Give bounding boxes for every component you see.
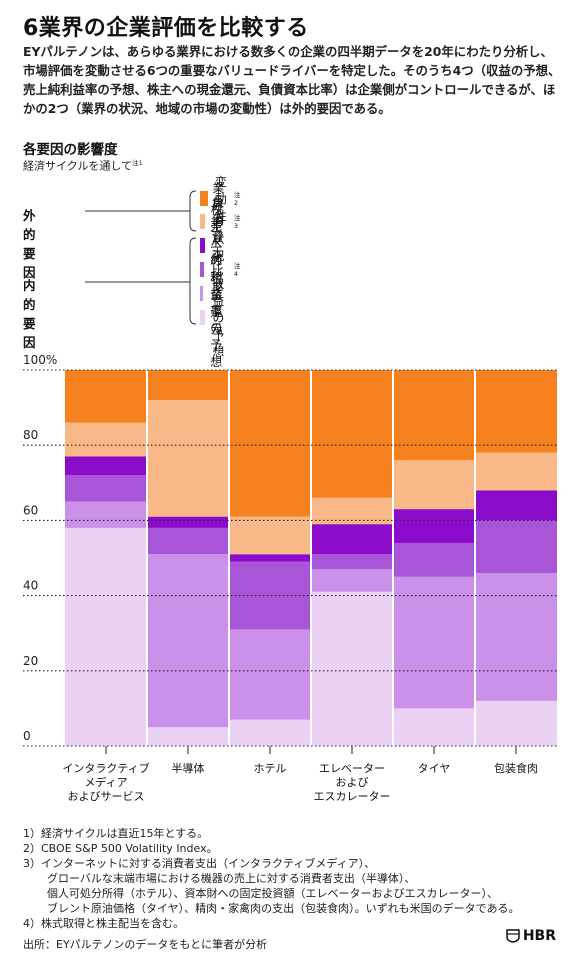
bar-segment — [147, 370, 229, 401]
bar-segment — [311, 497, 393, 525]
bar-segment — [229, 370, 311, 517]
x-tick-label: エスカレーター — [314, 790, 391, 803]
footnote: 2）CBOE S&P 500 Volatility Index。 — [23, 842, 218, 855]
source-note: 出所：EYパルテノンのデータをもとに筆者が分析 — [23, 938, 268, 951]
footnotes: 1）経済サイクルは直近15年とする。 2）CBOE S&P 500 Volati… — [23, 826, 543, 931]
bar-segment — [229, 561, 311, 630]
bar-segment — [311, 524, 393, 555]
x-tick-label: タイヤ — [418, 762, 451, 775]
bar-segment — [65, 501, 147, 528]
footnote: グローバルな末端市場における機器の売上に対する消費者支出（半導体）、 — [47, 872, 416, 885]
legend-note-mark: 注2 — [233, 191, 241, 207]
stacked-bar-chart: 0 20 40 60 80 100% インタラクティブ メディア およびサービス 半導体 ホテル エレ… — [0, 340, 580, 824]
legend-label: 変動性 — [214, 174, 227, 223]
legend-label: 負債資本比率 — [211, 196, 224, 295]
x-tick-label: エレベーター — [319, 762, 385, 775]
legend-swatch — [200, 285, 204, 301]
page-title: 6業界の企業評価を比較する — [23, 16, 309, 41]
footnote: 4）株式取得と株主配当を含む。 — [23, 917, 184, 930]
bar-segment — [147, 516, 229, 528]
x-tick-label: および — [336, 776, 369, 789]
bar-segment — [475, 700, 557, 746]
y-tick-label: 100% — [23, 353, 57, 367]
y-tick-label: 60 — [23, 503, 38, 517]
chart-subtitle: 各要因の影響度 — [23, 142, 118, 158]
footnote: ブレント原油価格（タイヤ）、精肉・家禽肉の支出（包装食肉）。いずれも米国のデータ… — [47, 902, 520, 915]
footnote: 1）経済サイクルは直近15年とする。 — [23, 827, 209, 840]
legend-item: 負債資本比率 — [200, 196, 234, 295]
x-tick-label: 半導体 — [172, 761, 205, 775]
hbr-shield-icon — [506, 929, 520, 943]
bar-segment — [393, 370, 475, 461]
chart-subtitle-note: 経済サイクルを通して注1 — [23, 159, 143, 173]
bar-segment — [475, 490, 557, 521]
bar-segment — [311, 554, 393, 570]
x-tick-label: およびサービス — [68, 790, 145, 803]
legend-label: 収益の予想 — [212, 276, 225, 359]
bar-segment — [393, 576, 475, 709]
bar-segment — [393, 509, 475, 543]
bar-segment — [475, 452, 557, 491]
bar-segment — [475, 573, 557, 701]
x-tick-label: インタラクティブ — [62, 761, 149, 775]
bar-segment — [65, 527, 147, 746]
bar-segment — [65, 370, 147, 423]
x-tick-label: 包装食肉 — [494, 761, 538, 775]
bar-segment — [393, 542, 475, 577]
bar-segment — [147, 400, 229, 517]
legend-swatch — [200, 237, 205, 253]
footnote: 3）インターネットに対する消費者支出（インタラクティブメディア）、 — [23, 857, 376, 870]
bar-segment — [229, 629, 311, 720]
legend-item: 変動性 注2 — [200, 175, 241, 223]
bar-segment — [311, 591, 393, 746]
y-tick-label: 40 — [23, 579, 38, 593]
bar-segment — [147, 527, 229, 555]
y-tick-label: 80 — [23, 428, 38, 442]
bar-segment — [475, 370, 557, 453]
legend-swatch — [200, 309, 206, 325]
legend-label: 株主への現金還元 — [210, 203, 223, 336]
description: EYパルテノンは、あらゆる業界における数多くの企業の四半期データを20年にわたり… — [23, 44, 561, 116]
bar-segment — [229, 516, 311, 555]
y-tick-label: 0 — [23, 729, 31, 743]
bar-segment — [311, 370, 393, 498]
bar-segment — [65, 475, 147, 502]
bar-segment — [311, 569, 393, 592]
legend-item: 株主への現金還元 注4 — [200, 203, 241, 336]
legend-label: 売上純利益率の予想 — [210, 218, 223, 369]
legend-brackets — [85, 190, 197, 325]
legend-item: 売上純利益率の予想 — [200, 219, 234, 369]
x-tick-label: ホテル — [254, 762, 287, 775]
legend-label: 業界の状況 — [212, 180, 225, 263]
bar-segment — [65, 456, 147, 476]
brand-logo: HBR — [506, 928, 556, 944]
x-tick-label: メディア — [84, 775, 127, 789]
bar-segment — [475, 520, 557, 574]
bar-segment — [147, 727, 229, 746]
legend-swatch — [200, 190, 208, 206]
bar-segment — [229, 719, 311, 746]
bar-segment — [393, 460, 475, 510]
y-tick-label: 20 — [23, 654, 38, 668]
legend-group-internal: 内的要因 — [23, 278, 36, 350]
bar-segment — [229, 554, 311, 562]
bar-segment — [147, 554, 229, 728]
legend-group-external: 外的要因 — [23, 208, 36, 280]
bar-segment — [393, 708, 475, 746]
legend-note-mark: 注3 — [233, 214, 241, 230]
legend-item: 業界の状況 注3 — [200, 181, 241, 263]
legend-note-mark: 注4 — [233, 262, 241, 278]
legend-item: 収益の予想 — [200, 277, 234, 359]
legend-swatch — [200, 261, 204, 277]
legend-swatch — [200, 213, 206, 229]
footnote: 個人可処分所得（ホテル）、資本財への固定投資額（エレベーターおよびエスカレーター… — [47, 887, 498, 900]
bar-segment — [65, 422, 147, 457]
